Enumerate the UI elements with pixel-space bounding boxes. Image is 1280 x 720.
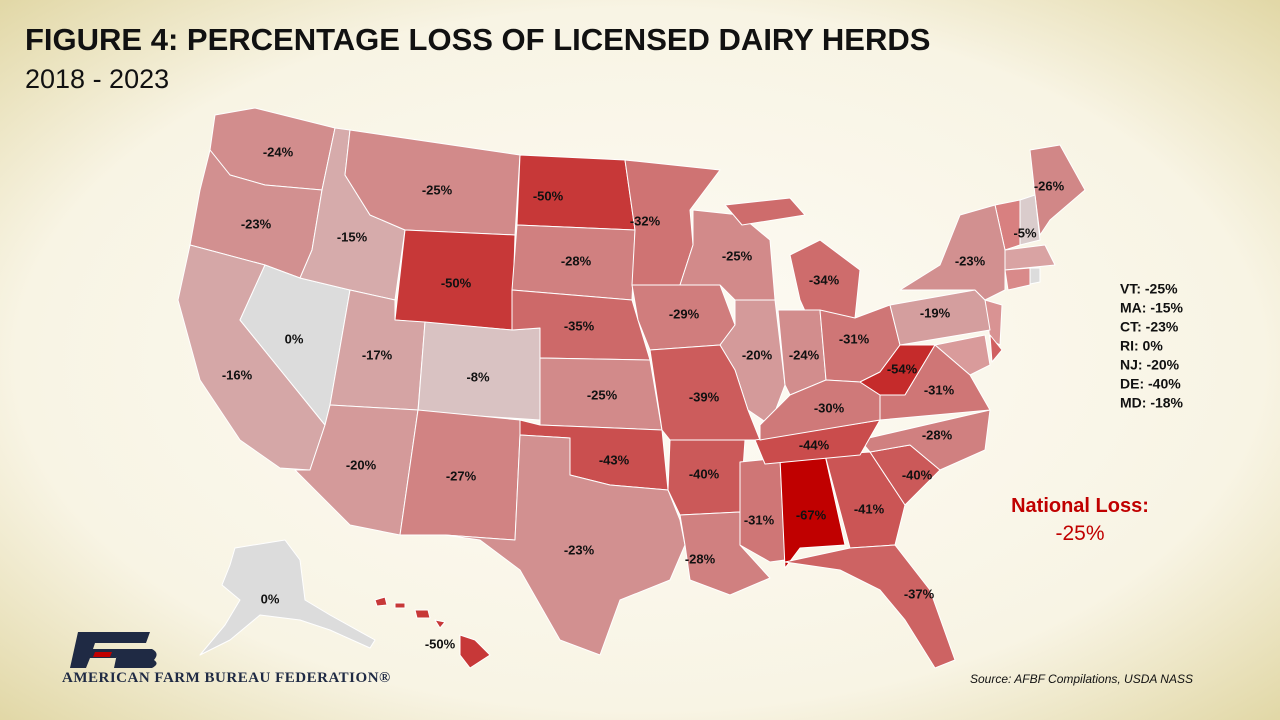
state	[784, 544, 956, 669]
state-label: -67%	[796, 507, 827, 522]
state-label: -37%	[904, 586, 935, 601]
state	[739, 457, 786, 563]
state-label: -34%	[809, 272, 840, 287]
state	[899, 204, 1006, 301]
state-label: -41%	[854, 501, 885, 516]
state-label: -17%	[362, 347, 393, 362]
state	[879, 344, 991, 421]
state-label: -24%	[263, 144, 294, 159]
logo-mark	[70, 632, 157, 668]
state-label: -35%	[564, 318, 595, 333]
small-state	[989, 334, 1003, 363]
state-label: -28%	[922, 427, 953, 442]
state-label: -30%	[814, 400, 845, 415]
state-label: -31%	[744, 512, 775, 527]
state	[374, 596, 491, 669]
side-item: MD: -18%	[1120, 395, 1184, 411]
state-label: -23%	[241, 216, 272, 231]
state	[1019, 194, 1041, 246]
small-state	[1004, 267, 1031, 291]
side-item: NJ: -20%	[1120, 357, 1180, 373]
state-label: -8%	[466, 369, 490, 384]
state-label: 0%	[285, 331, 304, 346]
logo-stripe	[93, 652, 112, 657]
state-label: -50%	[533, 188, 564, 203]
state-label: -27%	[446, 468, 477, 483]
state-label: -50%	[425, 636, 456, 651]
map	[177, 107, 1086, 669]
logo-b	[114, 649, 157, 668]
state-label: -39%	[689, 389, 720, 404]
state-label: -31%	[839, 331, 870, 346]
state-label: -29%	[669, 306, 700, 321]
state-label: -40%	[689, 466, 720, 481]
state-label: -23%	[564, 542, 595, 557]
logo-f	[70, 632, 150, 668]
side-item: DE: -40%	[1120, 376, 1181, 392]
state	[199, 539, 376, 656]
state-label: -19%	[920, 305, 951, 320]
state-label: -43%	[599, 452, 630, 467]
source: Source: AFBF Compilations, USDA NASS	[970, 672, 1193, 686]
side-item: RI: 0%	[1120, 338, 1163, 354]
side-item: VT: -25%	[1120, 281, 1178, 297]
state-label: -16%	[222, 367, 253, 382]
national-value: -25%	[1055, 522, 1104, 545]
logo-text: AMERICAN FARM BUREAU FEDERATION®	[62, 670, 391, 686]
state-label: -31%	[924, 382, 955, 397]
state-label: -20%	[742, 347, 773, 362]
state-label: -54%	[887, 361, 918, 376]
state-label: -40%	[902, 467, 933, 482]
state-label: -50%	[441, 275, 472, 290]
state-label: -25%	[422, 182, 453, 197]
state-label: -25%	[587, 387, 618, 402]
state-label: -24%	[789, 347, 820, 362]
state-label: -28%	[685, 551, 716, 566]
side-list: VT: -25% MA: -15% CT: -23% RI: 0% NJ: -20% DE…	[1120, 281, 1184, 411]
state-label: -25%	[722, 248, 753, 263]
state-label: -32%	[630, 213, 661, 228]
side-item: CT: -23%	[1120, 319, 1179, 335]
title: FIGURE 4: PERCENTAGE LOSS OF LICENSED DA…	[25, 22, 930, 57]
state	[824, 451, 906, 549]
state-label: -5%	[1013, 225, 1037, 240]
state	[889, 289, 991, 346]
state-label: 0%	[261, 591, 280, 606]
small-state	[1029, 267, 1041, 285]
state-label: -26%	[1034, 178, 1065, 193]
state-label: -23%	[955, 253, 986, 268]
state	[444, 434, 686, 656]
state-label: -44%	[799, 437, 830, 452]
state-label: -20%	[346, 457, 377, 472]
subtitle: 2018 - 2023	[25, 64, 169, 94]
state-label: -28%	[561, 253, 592, 268]
state-label: -15%	[337, 229, 368, 244]
map-labels: -24% -23% -16% 0% -15% -25% -50% -17% -8% -20% -27…	[222, 144, 1065, 651]
national-label: National Loss:	[1011, 495, 1149, 517]
side-item: MA: -15%	[1120, 300, 1184, 316]
